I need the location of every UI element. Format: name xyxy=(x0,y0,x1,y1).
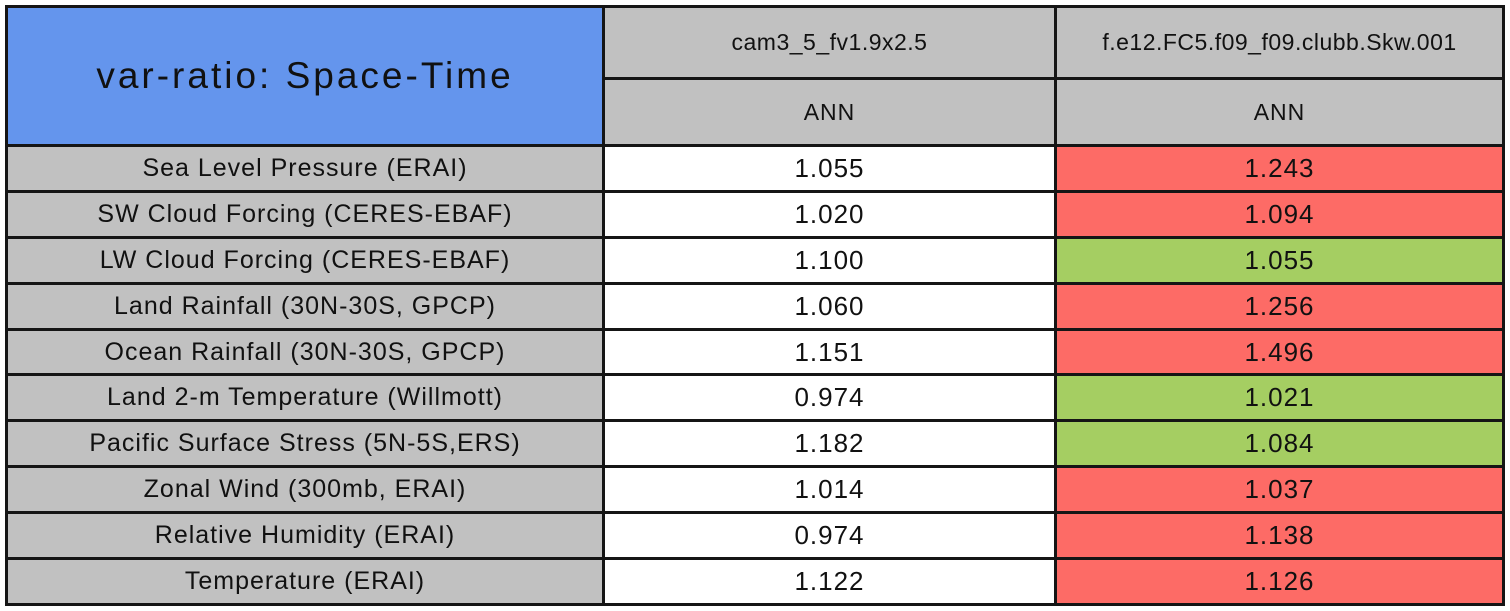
baseline-value-cell: 1.151 xyxy=(602,327,1057,377)
test-value-cell: 1.243 xyxy=(1054,144,1505,193)
column-header-test-model: f.e12.FC5.f09_f09.clubb.Skw.001 xyxy=(1054,5,1505,80)
variable-label-cell: Sea Level Pressure (ERAI) xyxy=(5,144,605,193)
variable-label-cell: Relative Humidity (ERAI) xyxy=(5,511,605,561)
variable-label-cell: Land 2-m Temperature (Willmott) xyxy=(5,373,605,423)
baseline-value-cell: 0.974 xyxy=(602,511,1057,561)
column-header-baseline-model: cam3_5_fv1.9x2.5 xyxy=(602,5,1057,80)
model-header-row: var-ratio: Space-Time cam3_5_fv1.9x2.5 f… xyxy=(5,5,1505,147)
table-row: SW Cloud Forcing (CERES-EBAF) 1.020 1.09… xyxy=(5,189,1505,239)
table-row: Ocean Rainfall (30N-30S, GPCP) 1.151 1.4… xyxy=(5,327,1505,377)
table-title: var-ratio: Space-Time xyxy=(5,5,605,147)
column-subheader-baseline-season: ANN xyxy=(602,77,1057,147)
variable-label-cell: Zonal Wind (300mb, ERAI) xyxy=(5,465,605,515)
table-row: Relative Humidity (ERAI) 0.974 1.138 xyxy=(5,511,1505,561)
test-value-cell: 1.021 xyxy=(1054,373,1505,423)
test-value-cell: 1.126 xyxy=(1054,557,1505,606)
baseline-value-cell: 1.055 xyxy=(602,144,1057,193)
baseline-value-cell: 1.014 xyxy=(602,465,1057,515)
variable-label-cell: Temperature (ERAI) xyxy=(5,557,605,606)
table-row: Sea Level Pressure (ERAI) 1.055 1.243 xyxy=(5,144,1505,193)
test-value-cell: 1.037 xyxy=(1054,465,1505,515)
baseline-value-cell: 1.060 xyxy=(602,281,1057,331)
table-row: Temperature (ERAI) 1.122 1.126 xyxy=(5,557,1505,606)
test-value-cell: 1.256 xyxy=(1054,281,1505,331)
variable-label-cell: Pacific Surface Stress (5N-5S,ERS) xyxy=(5,419,605,469)
table-header: var-ratio: Space-Time cam3_5_fv1.9x2.5 f… xyxy=(5,5,1505,147)
test-value-cell: 1.138 xyxy=(1054,511,1505,561)
table-row: Land Rainfall (30N-30S, GPCP) 1.060 1.25… xyxy=(5,281,1505,331)
table-row: Zonal Wind (300mb, ERAI) 1.014 1.037 xyxy=(5,465,1505,515)
table-row: Pacific Surface Stress (5N-5S,ERS) 1.182… xyxy=(5,419,1505,469)
variable-label-cell: SW Cloud Forcing (CERES-EBAF) xyxy=(5,189,605,239)
baseline-value-cell: 1.122 xyxy=(602,557,1057,606)
test-value-cell: 1.084 xyxy=(1054,419,1505,469)
table-row: Land 2-m Temperature (Willmott) 0.974 1.… xyxy=(5,373,1505,423)
test-value-cell: 1.094 xyxy=(1054,189,1505,239)
variable-label-cell: LW Cloud Forcing (CERES-EBAF) xyxy=(5,235,605,285)
baseline-value-cell: 1.100 xyxy=(602,235,1057,285)
baseline-value-cell: 0.974 xyxy=(602,373,1057,423)
season-header-row: ANN ANN xyxy=(7,77,1505,147)
column-subheader-test-season: ANN xyxy=(1054,77,1505,147)
table-row: LW Cloud Forcing (CERES-EBAF) 1.100 1.05… xyxy=(5,235,1505,285)
variable-label-cell: Ocean Rainfall (30N-30S, GPCP) xyxy=(5,327,605,377)
table-body: Sea Level Pressure (ERAI) 1.055 1.243 SW… xyxy=(5,144,1505,606)
variance-ratio-table: var-ratio: Space-Time cam3_5_fv1.9x2.5 f… xyxy=(5,5,1505,606)
variable-label-cell: Land Rainfall (30N-30S, GPCP) xyxy=(5,281,605,331)
test-value-cell: 1.055 xyxy=(1054,235,1505,285)
baseline-value-cell: 1.182 xyxy=(602,419,1057,469)
test-value-cell: 1.496 xyxy=(1054,327,1505,377)
baseline-value-cell: 1.020 xyxy=(602,189,1057,239)
